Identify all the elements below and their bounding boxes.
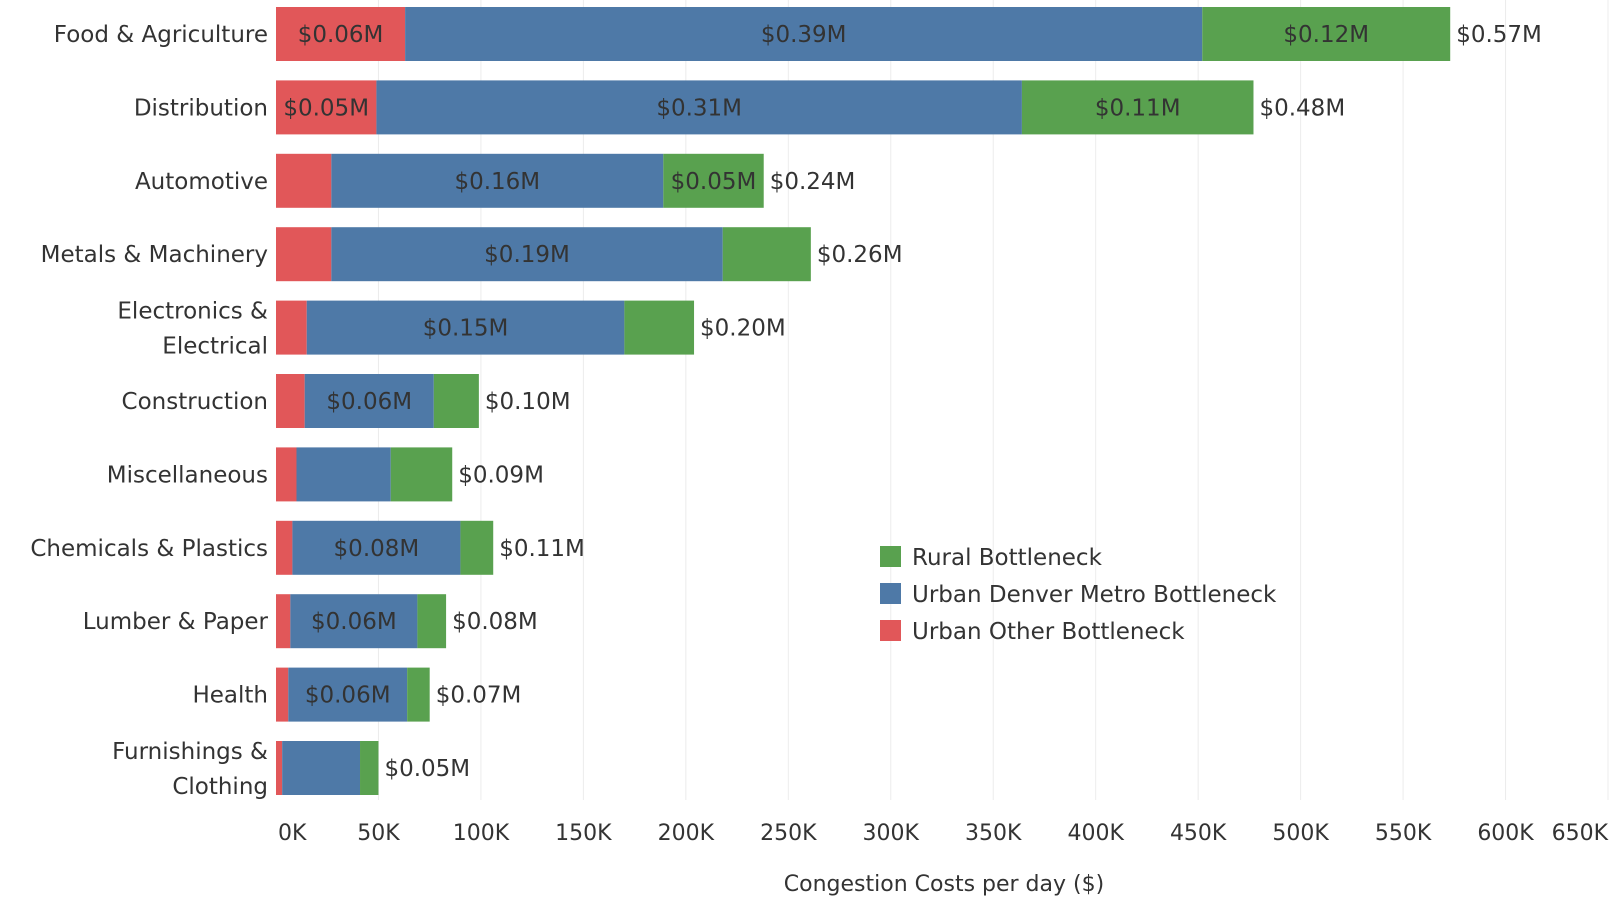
category-label: Metals & Machinery	[41, 242, 268, 268]
segment-value-label: $0.39M	[761, 22, 847, 48]
bar-segment	[276, 520, 293, 575]
legend-label: Rural Bottleneck	[912, 545, 1103, 571]
category-label: Automotive	[135, 169, 268, 195]
bar-segment	[331, 153, 664, 208]
segment-value-label: $0.06M	[326, 389, 412, 415]
total-value-label: $0.09M	[458, 462, 544, 488]
x-tick-label: 50K	[357, 821, 400, 846]
category-label: Health	[192, 683, 268, 709]
bar-segment	[460, 520, 494, 575]
bar-segment	[288, 667, 408, 722]
bar-segment	[290, 594, 418, 649]
category-label: Chemicals & Plastics	[30, 536, 268, 562]
segment-value-label: $0.06M	[311, 609, 397, 635]
category-label: Distribution	[134, 95, 268, 121]
x-axis: 0K 50K 100K 150K 200K 250K 300K 350K 400K 450K 500…	[278, 821, 1609, 846]
category-label: Furnishings & Clothing	[112, 739, 268, 800]
bar-segment	[276, 594, 291, 649]
total-value-label: $0.11M	[499, 536, 585, 562]
segment-value-label: $0.06M	[305, 683, 391, 709]
bar-segment	[276, 447, 297, 502]
legend-swatch	[880, 620, 901, 641]
category-label: Food & Agriculture	[54, 22, 268, 48]
legend-label: Urban Other Bottleneck	[912, 619, 1185, 645]
x-tick-label: 400K	[1067, 821, 1124, 846]
bar-segment	[276, 7, 406, 61]
segment-value-label: $0.08M	[334, 536, 420, 562]
bar-segment	[1021, 80, 1254, 135]
segment-value-label: $0.31M	[656, 95, 742, 121]
bar-segment	[276, 300, 307, 355]
bar-segment	[407, 667, 430, 722]
legend: Rural Bottleneck Urban Denver Metro Bottl…	[880, 545, 1277, 645]
bar-segment	[624, 300, 695, 355]
category-axis: Food & Agriculture Distribution Automotive…	[30, 22, 268, 800]
segment-value-label: $0.12M	[1283, 22, 1369, 48]
x-tick-label: 350K	[965, 821, 1022, 846]
total-value-label: $0.26M	[817, 242, 903, 268]
bar-segment	[433, 374, 479, 428]
bar-segment	[276, 227, 332, 282]
bar-segment	[331, 227, 723, 282]
x-tick-label: 450K	[1170, 821, 1227, 846]
bar-segment	[282, 741, 361, 795]
x-tick-label: 0K	[278, 821, 307, 846]
segment-value-label: $0.15M	[423, 316, 509, 342]
bar-segment	[376, 80, 1022, 135]
total-value-label: $0.48M	[1259, 95, 1345, 121]
legend-swatch	[880, 583, 901, 604]
bar-segment	[1202, 7, 1451, 61]
x-tick-label: 500K	[1272, 821, 1329, 846]
x-tick-label: 550K	[1375, 821, 1432, 846]
bar-segment	[405, 7, 1203, 61]
total-value-label: $0.10M	[485, 389, 571, 415]
bar-segment	[306, 300, 625, 355]
bar-segment	[663, 153, 764, 208]
total-value-label: $0.08M	[452, 609, 538, 635]
bar-segment	[296, 447, 391, 502]
total-value-label: $0.07M	[436, 683, 522, 709]
category-label: Miscellaneous	[107, 462, 268, 488]
bar-segment	[276, 667, 289, 722]
bar-segment	[276, 374, 305, 428]
total-value-label: $0.20M	[700, 316, 786, 342]
bar-segment	[276, 741, 283, 795]
segment-value-label: $0.05M	[671, 169, 757, 195]
bar-segment	[276, 80, 377, 135]
bar-segment	[360, 741, 379, 795]
x-tick-label: 150K	[555, 821, 612, 846]
x-tick-label: 600K	[1477, 821, 1534, 846]
category-label: Construction	[122, 389, 268, 415]
total-value-label: $0.05M	[384, 756, 470, 782]
bar-segment	[417, 594, 447, 649]
total-value-label: $0.57M	[1456, 22, 1542, 48]
x-tick-label: 250K	[760, 821, 817, 846]
segment-value-label: $0.06M	[298, 22, 384, 48]
segment-value-label: $0.05M	[283, 95, 369, 121]
segment-value-label: $0.11M	[1095, 95, 1181, 121]
bar-segment	[722, 227, 811, 282]
x-tick-label: 200K	[658, 821, 715, 846]
x-axis-title: Congestion Costs per day ($)	[784, 872, 1104, 897]
x-tick-label: 650K	[1552, 821, 1609, 846]
legend-label: Urban Denver Metro Bottleneck	[912, 582, 1277, 608]
bar-segment	[292, 520, 461, 575]
category-label: Electronics & Electrical	[117, 299, 268, 360]
bar-segment	[276, 153, 332, 208]
total-value-label: $0.24M	[770, 169, 856, 195]
bar-area: $0.06M $0.39M $0.12M $0.57M $0.05M $0.31M $0.1…	[276, 7, 1542, 795]
x-tick-label: 100K	[453, 821, 510, 846]
category-label: Lumber & Paper	[83, 609, 269, 635]
segment-value-label: $0.16M	[454, 169, 540, 195]
segment-value-label: $0.19M	[484, 242, 570, 268]
x-tick-label: 300K	[863, 821, 920, 846]
bar-segment	[304, 374, 434, 428]
legend-swatch	[880, 546, 901, 567]
bar-segment	[390, 447, 453, 502]
